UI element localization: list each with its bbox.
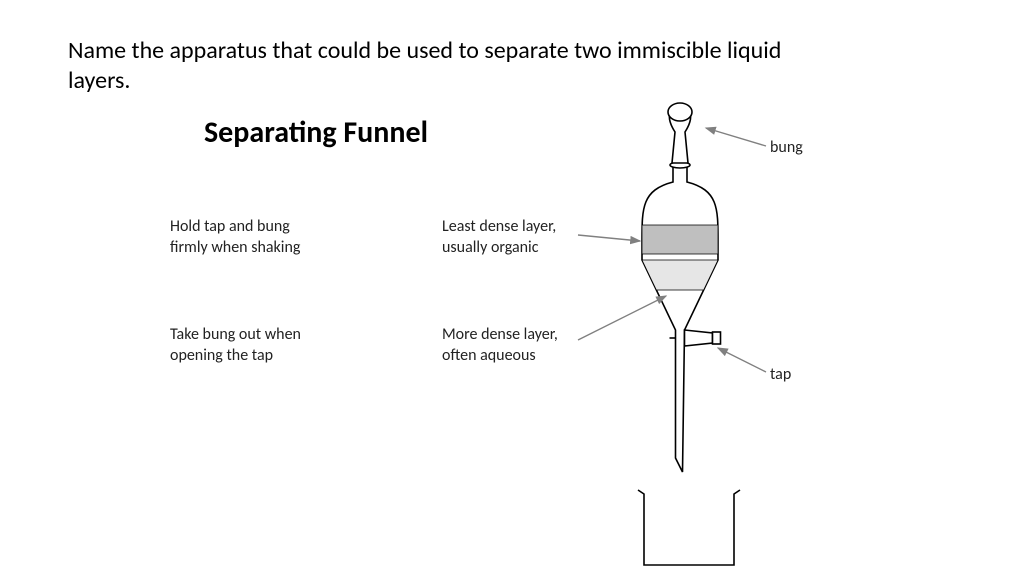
arrow-bung — [706, 128, 766, 146]
tap-handle — [713, 332, 721, 344]
beaker — [638, 490, 740, 565]
layer-least-dense — [642, 225, 718, 254]
separating-funnel-diagram — [0, 0, 1024, 576]
arrow-tap — [718, 348, 766, 372]
tap-barrel — [685, 330, 713, 346]
arrow-least — [578, 235, 640, 241]
funnel-body — [642, 165, 718, 472]
arrow-more — [578, 296, 666, 340]
